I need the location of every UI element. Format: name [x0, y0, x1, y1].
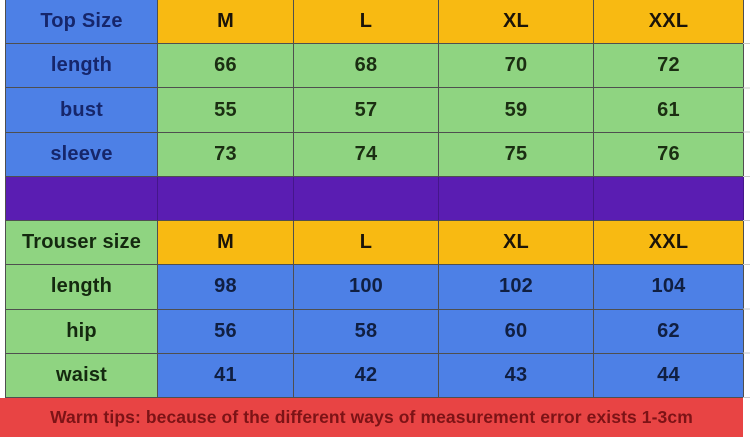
- top-length-label: length: [6, 44, 158, 89]
- top-length-xl: 70: [439, 44, 594, 89]
- bust-label: bust: [6, 88, 158, 133]
- trouser-size-col-xxl: XXL: [594, 221, 744, 266]
- sleeve-xxl: 76: [594, 132, 744, 177]
- divider-cell: [594, 176, 744, 222]
- trouser-length-l: 100: [294, 265, 439, 310]
- divider-cell: [158, 176, 294, 222]
- divider-cell: [294, 176, 439, 222]
- top-size-col-l: L: [294, 0, 439, 45]
- hip-xl: 60: [439, 309, 594, 354]
- waist-label: waist: [6, 353, 158, 398]
- trouser-size-col-xl: XL: [439, 221, 594, 266]
- bust-l: 57: [294, 88, 439, 133]
- size-table: Top Size M L XL XXL length 66 68 70 72 b…: [5, 0, 744, 398]
- waist-xl: 43: [439, 353, 594, 398]
- sleeve-l: 74: [294, 132, 439, 177]
- hip-label: hip: [6, 309, 158, 354]
- trouser-size-col-l: L: [294, 221, 439, 266]
- bust-xl: 59: [439, 88, 594, 133]
- bust-m: 55: [158, 88, 294, 133]
- waist-xxl: 44: [594, 353, 744, 398]
- trouser-length-xl: 102: [439, 265, 594, 310]
- top-size-header-label: Top Size: [6, 0, 158, 45]
- top-size-col-xxl: XXL: [594, 0, 744, 45]
- top-size-col-m: M: [158, 0, 294, 45]
- sleeve-m: 73: [158, 132, 294, 177]
- trouser-size-col-m: M: [158, 221, 294, 266]
- warm-tips-banner: Warm tips: because of the different ways…: [0, 398, 743, 437]
- divider-cell: [439, 176, 594, 222]
- trouser-length-m: 98: [158, 265, 294, 310]
- sleeve-label: sleeve: [6, 132, 158, 177]
- trouser-size-header-label: Trouser size: [6, 221, 158, 266]
- waist-l: 42: [294, 353, 439, 398]
- top-length-xxl: 72: [594, 44, 744, 89]
- trouser-length-xxl: 104: [594, 265, 744, 310]
- hip-m: 56: [158, 309, 294, 354]
- trouser-length-label: length: [6, 265, 158, 310]
- hip-xxl: 62: [594, 309, 744, 354]
- sleeve-xl: 75: [439, 132, 594, 177]
- hip-l: 58: [294, 309, 439, 354]
- top-size-col-xl: XL: [439, 0, 594, 45]
- bust-xxl: 61: [594, 88, 744, 133]
- top-length-l: 68: [294, 44, 439, 89]
- divider-cell: [6, 176, 158, 222]
- top-length-m: 66: [158, 44, 294, 89]
- waist-m: 41: [158, 353, 294, 398]
